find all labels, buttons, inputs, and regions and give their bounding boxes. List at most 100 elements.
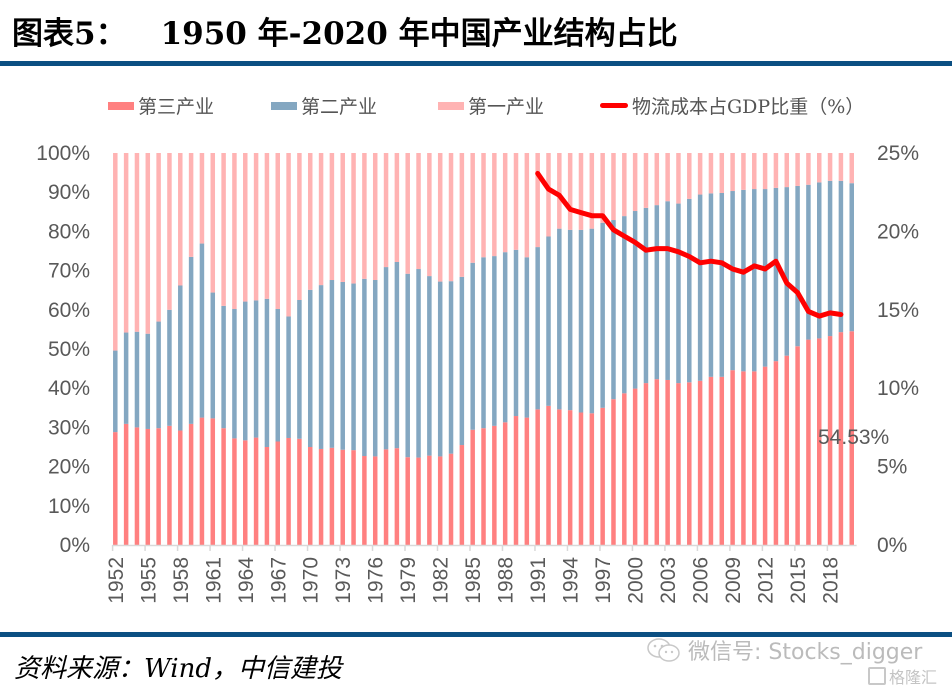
- x-tick-label: 1964: [235, 557, 258, 604]
- bar-secondary: [481, 257, 486, 429]
- bar-primary: [123, 153, 129, 333]
- bar-primary: [372, 153, 378, 281]
- bar-secondary: [600, 222, 605, 408]
- bar-secondary: [719, 192, 725, 377]
- bar-secondary: [123, 332, 129, 424]
- bar-primary: [275, 153, 280, 310]
- bar-secondary: [513, 249, 519, 417]
- bar-primary: [687, 153, 692, 199]
- bar-primary: [513, 153, 519, 250]
- bar-secondary: [351, 283, 356, 451]
- bar-secondary: [697, 194, 703, 381]
- legend-item-primary: 第一产业: [438, 92, 544, 119]
- bar-primary: [849, 153, 854, 184]
- y-axis-left: 0% 10% 20% 30% 40% 50% 60% 70% 80% 90% 100%: [36, 142, 90, 557]
- x-tick-label: 1973: [332, 557, 355, 604]
- bar-tertiary: [167, 425, 172, 545]
- bar-secondary: [156, 321, 161, 429]
- bar-primary: [145, 153, 151, 334]
- watermark-brand-text: 格隆汇: [889, 668, 938, 687]
- bar-primary: [546, 153, 551, 237]
- x-tick-label: 2009: [722, 557, 745, 604]
- bar-primary: [437, 153, 443, 282]
- x-tick-label: 1988: [495, 557, 518, 604]
- y-tick-label-left: 0%: [60, 534, 90, 557]
- y-tick-label-left: 60%: [48, 299, 90, 322]
- y-tick-label-right: 20%: [877, 220, 919, 243]
- bar-primary: [535, 153, 540, 248]
- bar-primary: [708, 153, 714, 194]
- bar-primary: [600, 153, 605, 223]
- x-tick-label: 2006: [690, 557, 713, 604]
- bar-tertiary: [643, 383, 649, 545]
- y-tick-label-right: 0%: [877, 534, 907, 557]
- x-tick-label: 1970: [300, 557, 323, 604]
- bar-secondary: [502, 252, 508, 423]
- bar-secondary: [459, 276, 465, 446]
- watermark-brand: 格隆汇: [868, 664, 937, 688]
- bar-secondary: [752, 189, 757, 372]
- bar-secondary: [188, 256, 194, 424]
- bar-secondary: [524, 257, 530, 418]
- bar-tertiary: [156, 428, 161, 545]
- bar-secondary: [232, 309, 237, 439]
- y-tick-label-left: 20%: [48, 456, 90, 479]
- x-tick-label: 1994: [560, 557, 583, 604]
- bar-tertiary: [113, 432, 118, 545]
- bar-tertiary: [600, 407, 605, 545]
- bar-primary: [188, 153, 194, 257]
- brand-logo-icon: [868, 667, 886, 685]
- bar-secondary: [275, 309, 280, 442]
- bar-secondary: [145, 333, 151, 429]
- bar-secondary: [405, 273, 410, 458]
- bar-tertiary: [297, 438, 302, 545]
- bar-tertiary: [676, 383, 681, 545]
- bar-primary: [318, 153, 324, 286]
- bar-tertiary: [199, 417, 205, 545]
- x-tick-label: 1985: [462, 557, 485, 604]
- y-tick-label-right: 25%: [877, 142, 919, 165]
- bar-secondary: [113, 350, 118, 433]
- bar-tertiary: [340, 449, 345, 545]
- bar-primary: [448, 153, 454, 282]
- bar-tertiary: [437, 456, 443, 545]
- bar-secondary: [253, 300, 259, 438]
- bar-primary: [307, 153, 313, 290]
- bar-primary: [113, 153, 118, 351]
- bar-tertiary: [318, 448, 324, 545]
- legend-label: 第一产业: [468, 96, 545, 118]
- bar-tertiary: [546, 405, 551, 545]
- bar-secondary: [773, 187, 779, 362]
- bar-primary: [741, 153, 746, 190]
- bar-tertiary: [589, 413, 595, 545]
- bar-secondary: [134, 331, 140, 428]
- bar-secondary: [448, 281, 454, 454]
- bar-primary: [719, 153, 725, 193]
- bar-primary: [156, 153, 161, 322]
- y-tick-label-right: 10%: [877, 377, 919, 400]
- bar-tertiary: [817, 338, 822, 545]
- bar-secondary: [437, 281, 443, 457]
- bar-tertiary: [362, 456, 367, 545]
- bar-secondary: [427, 276, 432, 456]
- legend-item-logistics: 物流成本占GDP比重（%）: [600, 92, 864, 119]
- bar-secondary: [611, 220, 616, 400]
- bar-secondary: [340, 281, 345, 450]
- title-main: 1950 年-2020 年中国产业结构占比: [160, 16, 678, 52]
- bar-secondary: [632, 211, 638, 389]
- bar-primary: [578, 153, 584, 230]
- bar-primary: [567, 153, 573, 230]
- bar-primary: [199, 153, 205, 244]
- bar-tertiary: [394, 448, 400, 545]
- bar-tertiary: [232, 438, 237, 545]
- watermark: 微信号: Stocks_digger: [646, 634, 922, 666]
- y-tick-label-left: 90%: [48, 181, 90, 204]
- bar-tertiary: [134, 427, 140, 545]
- bar-secondary: [492, 256, 497, 426]
- bar-secondary: [210, 292, 216, 419]
- bar-tertiary: [459, 445, 465, 545]
- bar-primary: [632, 153, 638, 212]
- x-tick-label: 1952: [105, 557, 128, 604]
- bar-secondary: [817, 182, 822, 339]
- y-tick-label-left: 30%: [48, 416, 90, 439]
